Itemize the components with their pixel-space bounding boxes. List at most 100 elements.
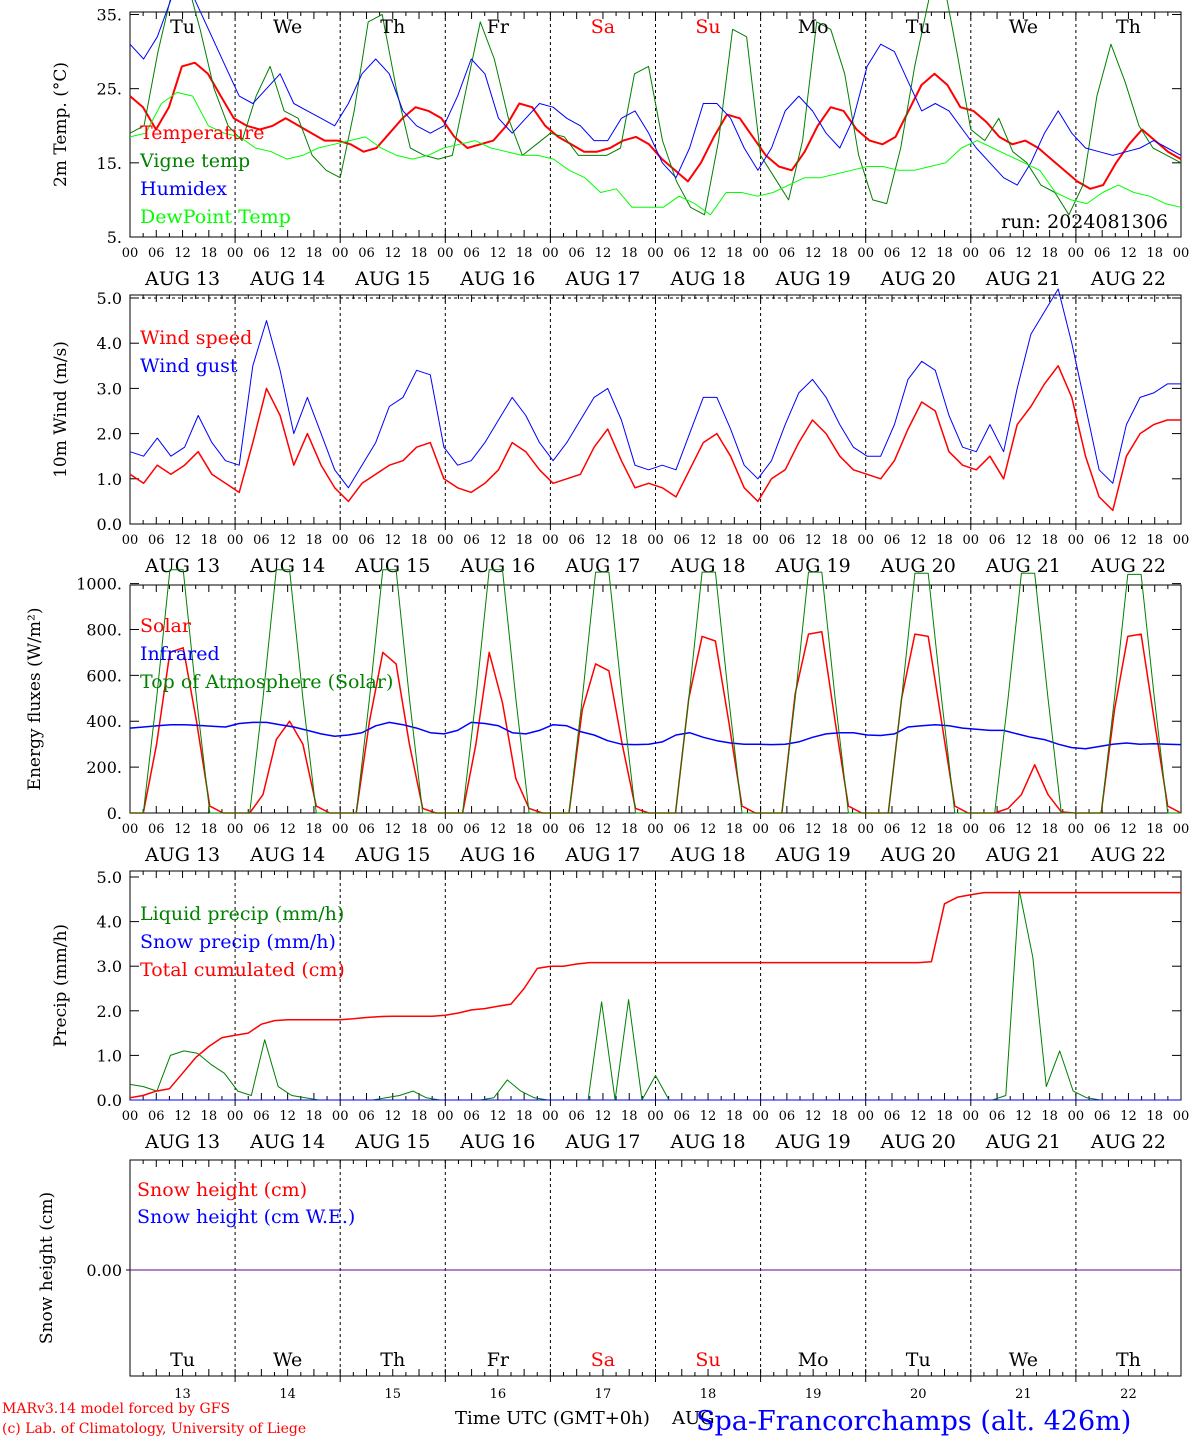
y-tick-label: 4.0 xyxy=(97,334,122,353)
hour-label: 00 xyxy=(542,533,559,548)
y-tick-label: 3.0 xyxy=(97,379,122,398)
panel-2: 10m Wind (m/s) 0.0 1.0 2.0 3.0 4.0 5.0 Wind spe… xyxy=(51,288,1190,577)
y-tick-label: 35. xyxy=(97,6,122,25)
legend-entry: Total cumulated (cm) xyxy=(140,959,345,981)
date-label: AUG 18 xyxy=(669,844,745,866)
date-label: AUG 18 xyxy=(669,1131,745,1153)
credit-model: MARv3.14 model forced by GFS xyxy=(2,1401,230,1417)
weekday-label: Tu xyxy=(906,16,931,38)
hour-label: 00 xyxy=(1068,246,1085,261)
hour-label: 12 xyxy=(910,1109,927,1124)
legend-entry: Snow height (cm W.E.) xyxy=(137,1206,355,1228)
day-number-label: 18 xyxy=(700,1387,717,1402)
date-label: AUG 14 xyxy=(249,268,325,290)
hour-label: 00 xyxy=(542,822,559,837)
weekday-label: Su xyxy=(695,16,720,38)
hour-label: 12 xyxy=(805,246,822,261)
date-label: AUG 22 xyxy=(1090,555,1166,577)
date-label: AUG 13 xyxy=(144,268,220,290)
day-number-label: 16 xyxy=(490,1387,507,1402)
hour-label: 18 xyxy=(726,533,743,548)
hour-label: 18 xyxy=(201,246,218,261)
weekday-label: Sa xyxy=(591,1349,615,1371)
hour-label: 06 xyxy=(148,822,165,837)
hour-label: 06 xyxy=(463,533,480,548)
date-label: AUG 16 xyxy=(459,844,535,866)
weekday-label: Fr xyxy=(487,1349,510,1371)
hour-label: 06 xyxy=(568,533,585,548)
panel-1: 2m Temp. (°C) 5. 15. 25. 35. Temperature Vigne… xyxy=(51,0,1189,290)
minor-ticks xyxy=(129,585,1182,813)
hour-label: 00 xyxy=(122,246,139,261)
hour-label: 06 xyxy=(358,246,375,261)
date-label: AUG 20 xyxy=(880,844,956,866)
hour-label: 00 xyxy=(1068,533,1085,548)
y-tick-label: 5.0 xyxy=(97,868,122,887)
hour-label: 18 xyxy=(516,533,533,548)
hour-label: 00 xyxy=(647,533,664,548)
hour-label: 18 xyxy=(1041,246,1058,261)
hour-label: 12 xyxy=(279,1109,296,1124)
series-line-1 xyxy=(129,61,1182,190)
hour-label: 18 xyxy=(936,533,953,548)
y-tick-label: 0.0 xyxy=(97,515,122,534)
hour-label: 00 xyxy=(647,822,664,837)
hour-label: 00 xyxy=(963,533,980,548)
hour-label: 12 xyxy=(1015,822,1032,837)
day-number-label: 21 xyxy=(1015,1387,1032,1402)
hour-label: 00 xyxy=(752,533,769,548)
date-label: AUG 15 xyxy=(354,268,430,290)
y-tick-label: 4.0 xyxy=(97,913,122,932)
weekday-label: We xyxy=(1009,16,1038,38)
hour-label: 06 xyxy=(568,822,585,837)
date-label: AUG 21 xyxy=(985,555,1061,577)
date-label: AUG 16 xyxy=(459,555,535,577)
hour-label: 00 xyxy=(437,1109,454,1124)
hour-label: 12 xyxy=(279,822,296,837)
hour-label: 00 xyxy=(857,246,874,261)
date-label: AUG 22 xyxy=(1090,1131,1166,1153)
hour-label: 18 xyxy=(621,822,638,837)
legend-entry: Top of Atmosphere (Solar) xyxy=(140,671,393,693)
hour-label: 00 xyxy=(332,533,349,548)
hour-label: 06 xyxy=(148,1109,165,1124)
weekday-label: We xyxy=(273,1349,302,1371)
y-tick-label: 200. xyxy=(86,758,122,777)
date-label: AUG 18 xyxy=(669,268,745,290)
hour-label: 06 xyxy=(358,533,375,548)
y-tick-label: 2.0 xyxy=(97,1002,122,1021)
hour-label: 18 xyxy=(1146,1109,1163,1124)
hour-label: 00 xyxy=(122,533,139,548)
hour-label: 12 xyxy=(805,822,822,837)
hour-label: 00 xyxy=(1173,533,1190,548)
hour-label: 00 xyxy=(647,246,664,261)
hour-label: 12 xyxy=(384,246,401,261)
hour-label: 00 xyxy=(1173,246,1190,261)
hour-label: 18 xyxy=(201,533,218,548)
hour-label: 00 xyxy=(122,1109,139,1124)
date-label: AUG 17 xyxy=(564,555,640,577)
hour-label: 12 xyxy=(595,533,612,548)
hour-label: 12 xyxy=(1120,1109,1137,1124)
hour-label: 12 xyxy=(384,1109,401,1124)
hour-label: 06 xyxy=(358,1109,375,1124)
legend-entry: Infrared xyxy=(140,643,220,665)
date-label: AUG 13 xyxy=(144,844,220,866)
hour-label: 18 xyxy=(621,533,638,548)
hour-label: 06 xyxy=(568,1109,585,1124)
y-axis-label: Precip (mm/h) xyxy=(51,924,71,1047)
y-tick-label: 1.0 xyxy=(97,1046,122,1065)
hour-label: 00 xyxy=(752,246,769,261)
hour-label: 00 xyxy=(332,822,349,837)
hour-label: 00 xyxy=(752,1109,769,1124)
date-label: AUG 17 xyxy=(564,1131,640,1153)
hour-label: 18 xyxy=(201,822,218,837)
y-axis-label: 2m Temp. (°C) xyxy=(51,62,71,187)
date-label: AUG 19 xyxy=(775,844,851,866)
hour-label: 18 xyxy=(1041,822,1058,837)
date-label: AUG 17 xyxy=(564,844,640,866)
hour-label: 12 xyxy=(279,533,296,548)
hour-label: 18 xyxy=(516,1109,533,1124)
series-line-2 xyxy=(129,721,1182,750)
hour-label: 12 xyxy=(384,822,401,837)
